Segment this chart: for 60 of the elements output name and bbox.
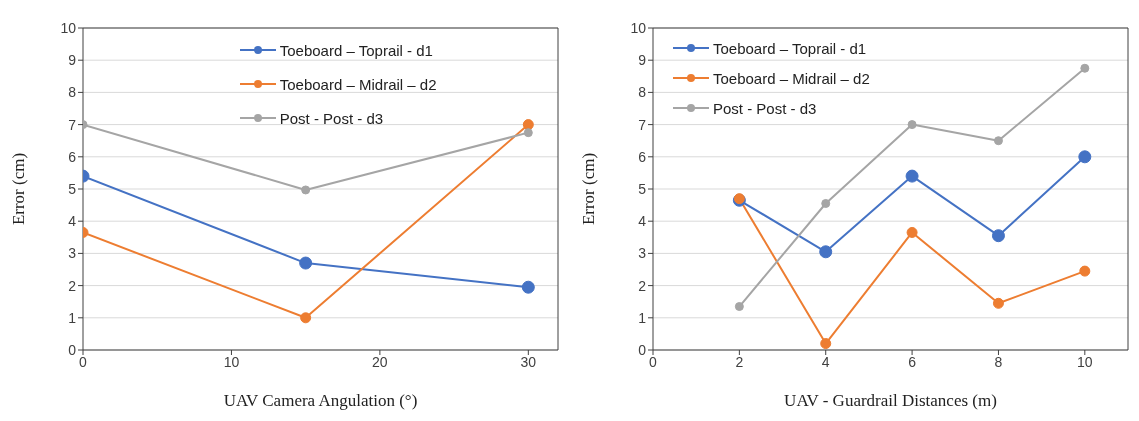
point	[1080, 63, 1090, 73]
y-tick-label: 10	[60, 19, 77, 36]
point	[991, 229, 1005, 243]
y-tick-label: 6	[68, 148, 77, 165]
point	[993, 136, 1003, 146]
y-tick-label: 5	[68, 180, 77, 197]
x-tick-label: 2	[735, 353, 744, 370]
y-tick-label: 9	[68, 52, 77, 69]
point	[300, 312, 312, 324]
point	[523, 128, 533, 138]
legend-label: Toeboard – Midrail – d2	[713, 69, 870, 87]
x-tick-label: 20	[372, 353, 388, 370]
y-tick-label: 1	[68, 309, 77, 326]
legend-label: Toeboard – Toprail - d1	[713, 39, 867, 57]
y-axis-title: Error (cm)	[9, 152, 29, 226]
legend-label: Post - Post - d3	[279, 109, 384, 127]
y-tick-label: 6	[638, 148, 647, 165]
x-axis-title: UAV Camera Angulation (°)	[223, 391, 418, 410]
point	[299, 256, 313, 270]
x-tick-label: 30	[520, 353, 537, 370]
y-tick-label: 3	[638, 245, 647, 262]
x-tick-label: 4	[821, 353, 830, 370]
x-tick-label: 0	[79, 353, 88, 370]
legend-label: Toeboard – Midrail – d2	[279, 75, 437, 93]
y-tick-label: 4	[638, 213, 647, 230]
x-tick-label: 10	[1077, 353, 1093, 370]
y-tick-label: 4	[68, 213, 77, 230]
y-tick-label: 0	[68, 341, 77, 358]
y-tick-label: 2	[638, 277, 647, 294]
x-tick-label: 0	[649, 353, 658, 370]
y-tick-label: 1	[638, 309, 647, 326]
y-tick-label: 0	[638, 341, 647, 358]
legend-label: Post - Post - d3	[713, 99, 817, 117]
y-tick-label: 8	[638, 84, 647, 101]
y-tick-label: 5	[638, 180, 647, 197]
point	[905, 169, 919, 183]
legend-label: Toeboard – Toprail - d1	[279, 41, 433, 59]
point	[907, 120, 917, 130]
point	[1078, 150, 1092, 164]
x-tick-label: 6	[908, 353, 917, 370]
y-tick-label: 2	[68, 277, 77, 294]
point	[820, 338, 832, 350]
x-axis-title: UAV - Guardrail Distances (m)	[784, 391, 997, 410]
y-tick-label: 10	[630, 19, 647, 36]
point	[734, 302, 744, 312]
y-tick-label: 9	[638, 52, 647, 69]
x-tick-label: 8	[994, 353, 1003, 370]
point	[301, 185, 311, 195]
point	[819, 245, 833, 259]
x-tick-label: 10	[223, 353, 240, 370]
y-tick-label: 8	[68, 84, 77, 101]
y-tick-label: 7	[638, 116, 647, 133]
point	[821, 198, 831, 208]
point	[1079, 265, 1091, 277]
point	[992, 297, 1004, 309]
y-axis-title: Error (cm)	[579, 152, 599, 226]
point	[906, 226, 918, 238]
y-tick-label: 3	[68, 245, 77, 262]
y-tick-label: 7	[68, 116, 77, 133]
point	[521, 280, 535, 294]
